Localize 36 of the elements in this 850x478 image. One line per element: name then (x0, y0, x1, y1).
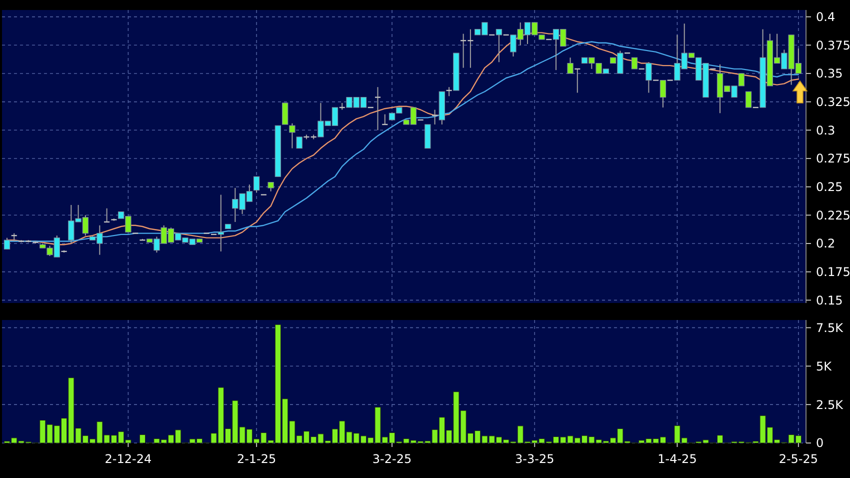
candlestick (567, 57, 574, 74)
x-tick-label: 2-5-25 (778, 452, 818, 466)
y-tick-label: 5K (816, 359, 833, 374)
candlestick (374, 86, 382, 131)
x-tick-label: 3-2-25 (372, 452, 412, 466)
y-tick-label: 0.35 (816, 66, 843, 81)
y-tick-label: 0.225 (816, 208, 850, 222)
candlestick (296, 136, 302, 149)
y-tick-label: 0.175 (816, 265, 850, 280)
candlestick (282, 102, 288, 125)
y-tick-label: 7.5K (816, 320, 844, 335)
candlestick (631, 57, 638, 70)
y-tick-label: 0.25 (816, 180, 843, 194)
y-tick-label: 2.5K (816, 398, 844, 412)
y-tick-label: 0.3 (816, 123, 836, 138)
y-tick-label: 0.325 (816, 95, 850, 110)
y-tick-label: 0.2 (816, 236, 836, 251)
x-tick-label: 1-4-25 (658, 452, 697, 466)
x-tick-label: 2-12-24 (104, 452, 152, 466)
candlestick (496, 28, 502, 63)
candlestick (745, 91, 752, 108)
y-tick-label: 0.275 (816, 152, 850, 166)
candlestick (253, 176, 260, 193)
y-tick-label: 0 (816, 436, 824, 450)
candlestick (289, 122, 296, 149)
candlestick (646, 62, 652, 94)
y-tick-label: 0.15 (816, 293, 843, 308)
candlestick (660, 80, 666, 108)
x-tick-label: 3-3-25 (515, 452, 554, 466)
y-tick-label: 0.4 (816, 10, 836, 24)
y-tick-label: 0.375 (816, 38, 850, 52)
candlestick (218, 194, 224, 252)
candlestick (4, 237, 10, 250)
candlestick (424, 124, 431, 149)
candlestick (268, 182, 274, 192)
x-tick-label: 2-1-25 (236, 452, 276, 466)
